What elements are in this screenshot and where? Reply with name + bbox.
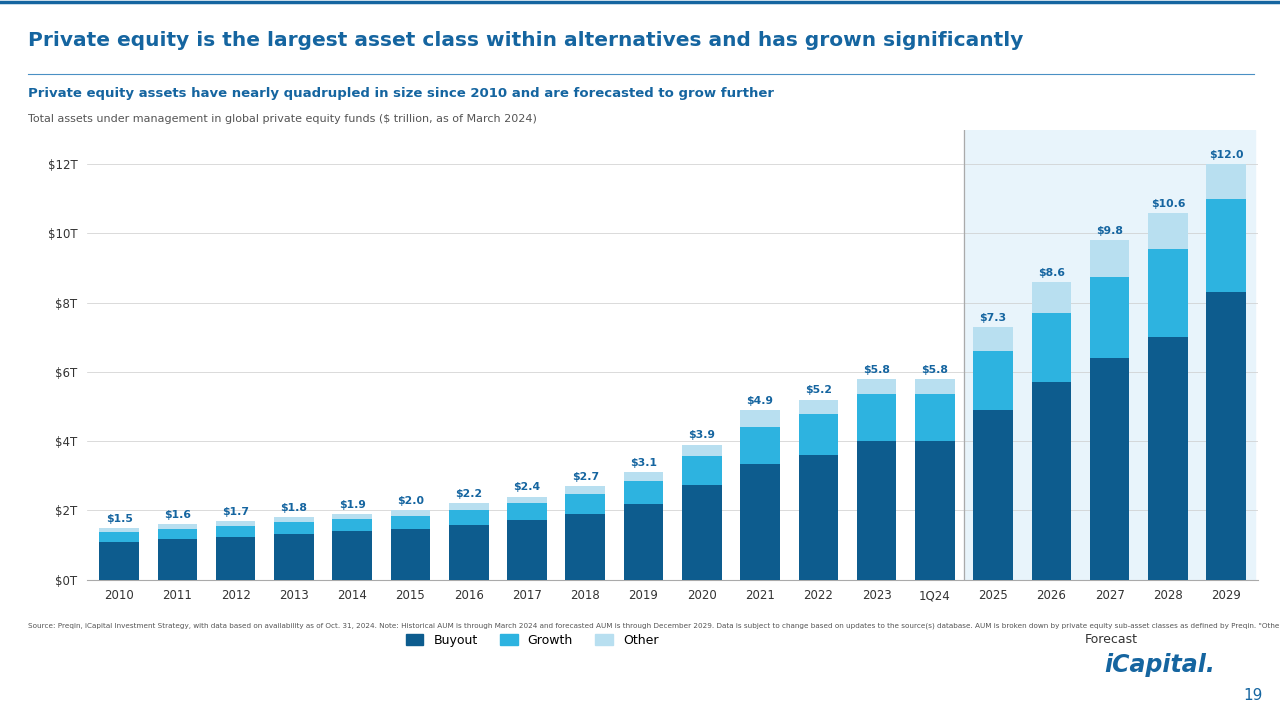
Bar [915, 395, 955, 441]
Bar [507, 497, 547, 503]
Bar [1148, 337, 1188, 580]
Bar [682, 456, 722, 485]
Bar [856, 379, 896, 395]
Text: $3.9: $3.9 [689, 431, 716, 441]
Bar [507, 520, 547, 580]
Bar [390, 516, 430, 529]
Bar [449, 510, 489, 525]
Text: $1.7: $1.7 [223, 507, 250, 516]
Bar [799, 415, 838, 455]
Bar [856, 395, 896, 441]
Bar [100, 532, 140, 541]
Bar [157, 524, 197, 528]
Text: Source: Preqin, iCapital Investment Strategy, with data based on availability as: Source: Preqin, iCapital Investment Stra… [28, 623, 1280, 629]
Bar [799, 455, 838, 580]
Text: $5.2: $5.2 [805, 385, 832, 395]
Bar [333, 531, 372, 580]
Text: $8.6: $8.6 [1038, 268, 1065, 278]
Bar [623, 472, 663, 481]
Bar [915, 379, 955, 395]
Bar [799, 400, 838, 415]
Bar [1206, 164, 1245, 199]
Text: $4.9: $4.9 [746, 396, 773, 406]
Bar [1148, 249, 1188, 337]
Bar [333, 519, 372, 531]
Bar [1206, 199, 1245, 292]
Text: $1.9: $1.9 [339, 500, 366, 510]
Bar [1032, 282, 1071, 313]
Bar [566, 494, 605, 514]
Text: Private equity assets have nearly quadrupled in size since 2010 and are forecast: Private equity assets have nearly quadru… [28, 87, 774, 100]
Bar [964, 130, 1256, 580]
Legend: Buyout, Growth, Other: Buyout, Growth, Other [401, 629, 663, 652]
Text: $5.8: $5.8 [863, 364, 890, 374]
Bar [1089, 358, 1129, 580]
Text: $12.0: $12.0 [1208, 150, 1243, 160]
Bar [566, 486, 605, 494]
Bar [449, 525, 489, 580]
Bar [274, 534, 314, 580]
Bar [623, 481, 663, 504]
Text: $2.4: $2.4 [513, 482, 540, 492]
Bar [1032, 313, 1071, 382]
Text: $2.7: $2.7 [572, 472, 599, 482]
Text: Forecast: Forecast [1084, 634, 1138, 647]
Bar [566, 514, 605, 580]
Bar [449, 503, 489, 510]
Bar [973, 327, 1012, 351]
Bar [157, 528, 197, 539]
Bar [100, 528, 140, 532]
Bar [623, 504, 663, 580]
Bar [856, 441, 896, 580]
Bar [216, 536, 256, 580]
Bar [390, 510, 430, 516]
Bar [274, 522, 314, 534]
Bar [274, 517, 314, 522]
Bar [682, 444, 722, 456]
Bar [1032, 382, 1071, 580]
Text: $9.8: $9.8 [1096, 226, 1123, 236]
Bar [1089, 240, 1129, 276]
Bar [333, 514, 372, 519]
Text: $2.2: $2.2 [456, 490, 483, 499]
Text: $1.8: $1.8 [280, 503, 307, 513]
Bar [973, 410, 1012, 580]
Text: Total assets under management in global private equity funds ($ trillion, as of : Total assets under management in global … [28, 114, 538, 124]
Bar [216, 521, 256, 526]
Bar [100, 541, 140, 580]
Text: 19: 19 [1244, 688, 1263, 703]
Bar [740, 426, 780, 464]
Text: $3.1: $3.1 [630, 458, 657, 468]
Bar [507, 503, 547, 520]
Bar [740, 464, 780, 580]
Text: $2.0: $2.0 [397, 496, 424, 506]
Text: $1.6: $1.6 [164, 510, 191, 520]
Bar [1089, 276, 1129, 358]
Text: $5.8: $5.8 [922, 364, 948, 374]
Bar [1148, 212, 1188, 249]
Bar [915, 441, 955, 580]
Text: $7.3: $7.3 [979, 312, 1006, 323]
Bar [216, 526, 256, 536]
Text: iCapital.: iCapital. [1105, 653, 1216, 678]
Bar [682, 485, 722, 580]
Bar [740, 410, 780, 426]
Bar [1206, 292, 1245, 580]
Text: Private equity is the largest asset class within alternatives and has grown sign: Private equity is the largest asset clas… [28, 32, 1024, 50]
Text: $1.5: $1.5 [106, 513, 133, 523]
Bar [390, 529, 430, 580]
Text: $10.6: $10.6 [1151, 199, 1185, 209]
Bar [157, 539, 197, 580]
Bar [973, 351, 1012, 410]
